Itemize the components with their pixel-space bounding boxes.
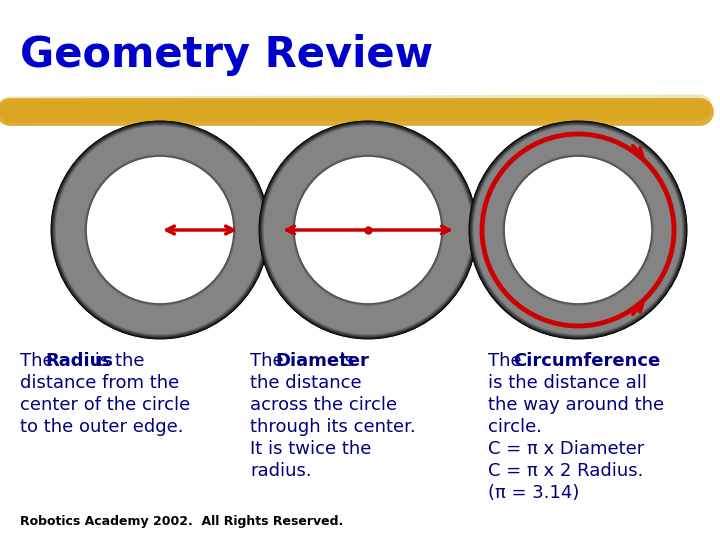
Text: Circumference: Circumference [513, 352, 660, 370]
Text: Radius: Radius [45, 352, 113, 370]
Text: The: The [250, 352, 289, 370]
Text: is the distance all: is the distance all [488, 374, 647, 392]
Ellipse shape [87, 157, 233, 303]
Text: across the circle: across the circle [250, 396, 397, 414]
Text: radius.: radius. [250, 462, 312, 480]
Text: C = π x 2 Radius.: C = π x 2 Radius. [488, 462, 644, 480]
Ellipse shape [505, 157, 651, 303]
Text: The: The [488, 352, 527, 370]
Ellipse shape [294, 157, 441, 303]
Text: Diameter: Diameter [275, 352, 369, 370]
Text: to the outer edge.: to the outer edge. [20, 418, 184, 436]
Text: the way around the: the way around the [488, 396, 664, 414]
Text: C = π x Diameter: C = π x Diameter [488, 440, 644, 458]
Text: Geometry Review: Geometry Review [20, 34, 433, 76]
Text: distance from the: distance from the [20, 374, 179, 392]
Text: the distance: the distance [250, 374, 361, 392]
Text: is: is [333, 352, 354, 370]
Text: It is twice the: It is twice the [250, 440, 372, 458]
Text: center of the circle: center of the circle [20, 396, 190, 414]
Text: is the: is the [89, 352, 145, 370]
Text: circle.: circle. [488, 418, 542, 436]
Text: (π = 3.14): (π = 3.14) [488, 484, 580, 502]
Text: through its center.: through its center. [250, 418, 415, 436]
Text: Robotics Academy 2002.  All Rights Reserved.: Robotics Academy 2002. All Rights Reserv… [20, 515, 343, 528]
Text: The: The [20, 352, 59, 370]
